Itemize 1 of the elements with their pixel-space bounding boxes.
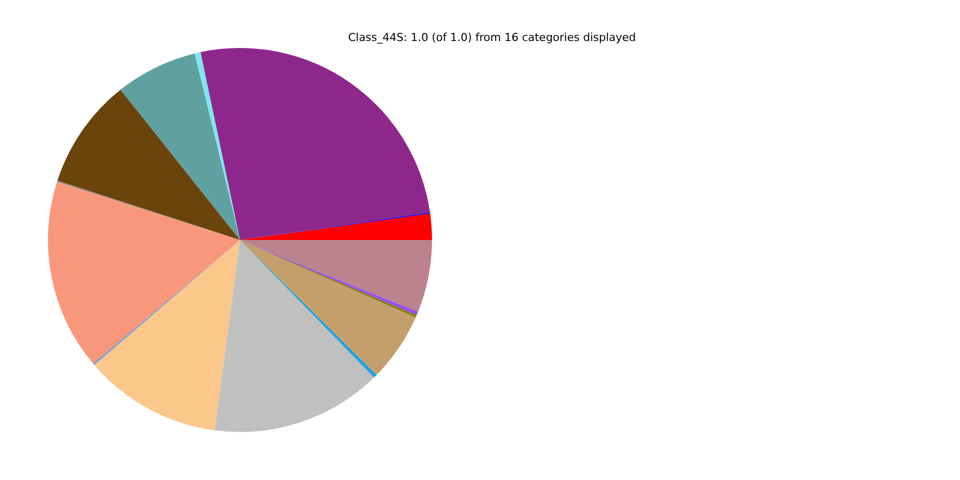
text: Class_44S: 1.0 (of 1.0) from 16 categories displayed <box>348 31 636 44</box>
